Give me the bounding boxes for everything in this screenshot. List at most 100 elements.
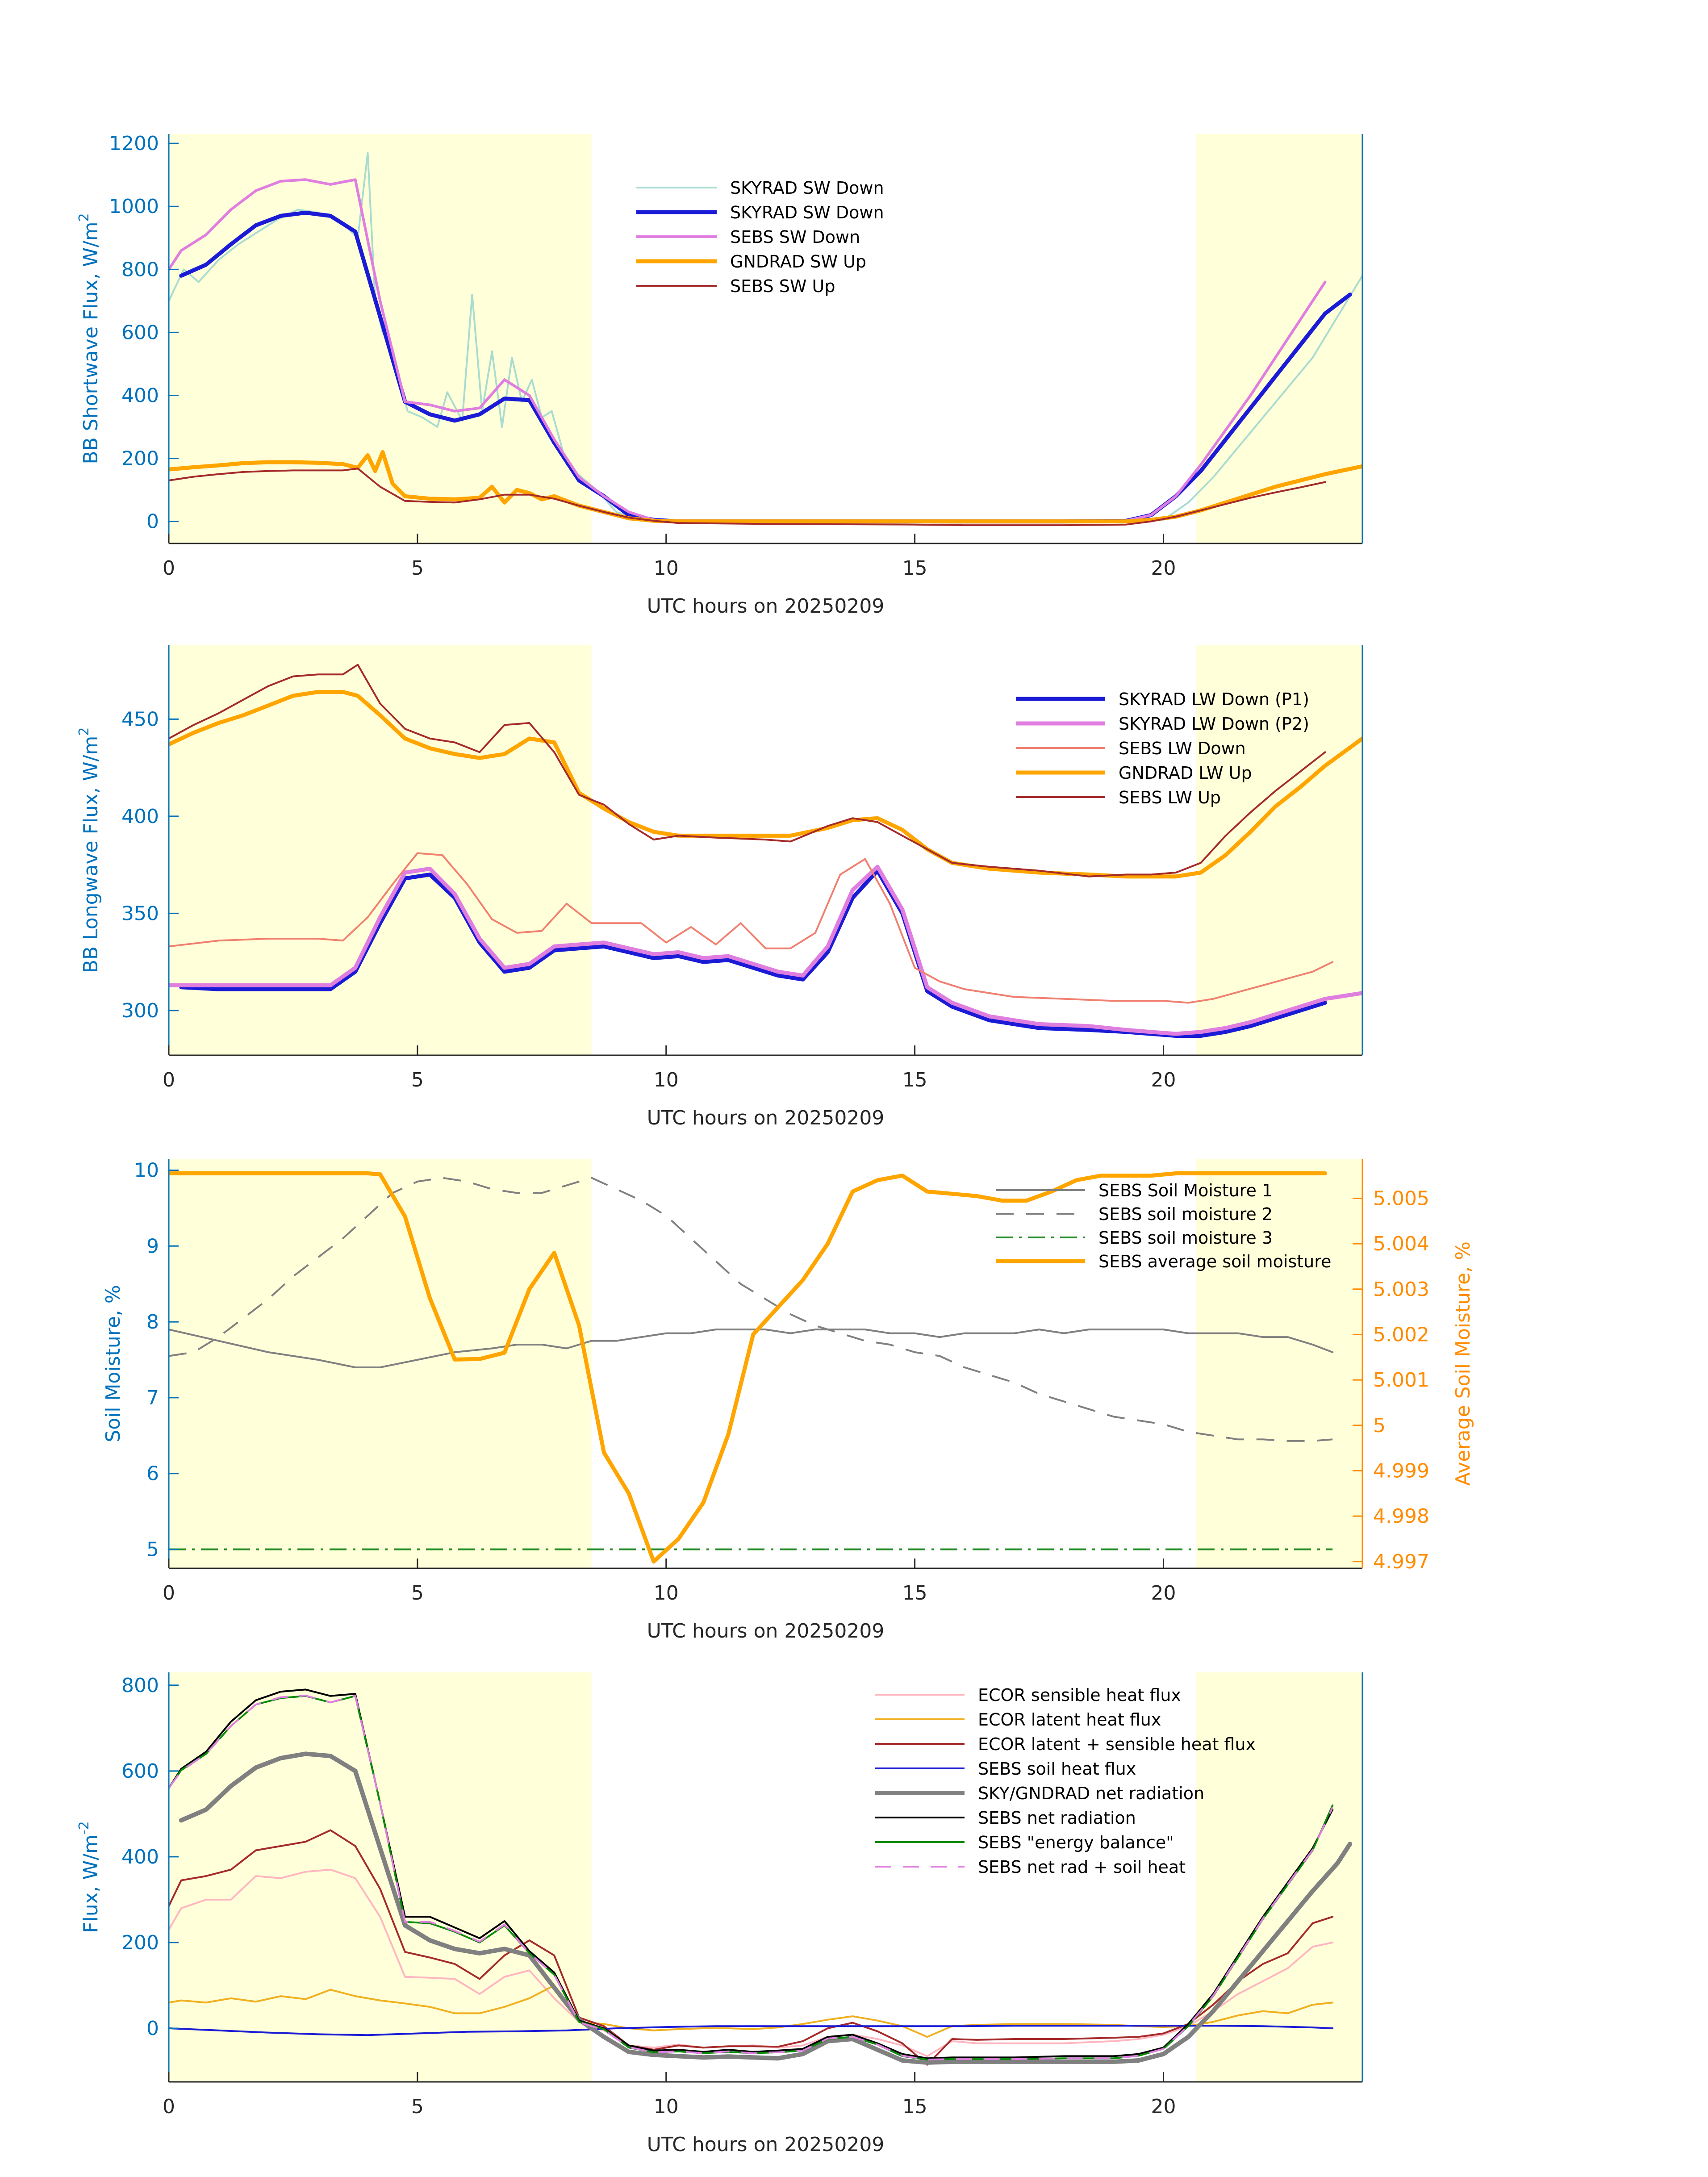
series-group <box>169 664 1362 1038</box>
chart-panel-flux: 0 5 10 15 20 UTC hours on 20250209 0 200 400 600 8… <box>76 1672 1363 2156</box>
series-line-4 <box>169 664 1326 877</box>
y-axis-label-superscript: 2 <box>76 727 92 736</box>
y-axis-label: Soil Moisture, % <box>102 1285 125 1442</box>
y-tick-label: 400 <box>121 384 159 407</box>
x-tick-label: 0 <box>163 1582 175 1605</box>
y-tick-label: 600 <box>121 1760 159 1783</box>
x-tick-label: 20 <box>1151 2095 1176 2118</box>
legend-label-1: SKYRAD SW Down <box>730 203 884 222</box>
legend: SEBS Soil Moisture 1 SEBS soil moisture 2… <box>996 1181 1331 1271</box>
x-tick-label: 5 <box>411 557 424 580</box>
legend-label-2: SEBS soil moisture 3 <box>1098 1228 1273 1248</box>
legend: SKYRAD SW Down SKYRAD SW Down SEBS SW Down… <box>636 178 884 296</box>
y-axis-label-text: Flux, W/m <box>79 1834 102 1933</box>
y-tick-label: 8 <box>146 1311 159 1333</box>
y-tick-label: 400 <box>121 1846 159 1868</box>
x-tick-label: 15 <box>902 557 927 580</box>
y-axis-label: BB Shortwave Flux, W/m2 <box>76 213 102 464</box>
legend-label-2: SEBS LW Down <box>1119 739 1246 758</box>
x-axis-label: UTC hours on 20250209 <box>647 1107 885 1129</box>
legend-label-3: SEBS soil heat flux <box>978 1759 1136 1779</box>
legend-label-0: SEBS Soil Moisture 1 <box>1098 1181 1273 1200</box>
legend-label-1: ECOR latent heat flux <box>978 1710 1161 1730</box>
y2-tick-label: 4.998 <box>1373 1505 1429 1528</box>
legend-label-4: SKY/GNDRAD net radiation <box>978 1784 1204 1803</box>
legend-label-2: ECOR latent + sensible heat flux <box>978 1734 1256 1754</box>
y-tick-label: 200 <box>121 447 159 470</box>
x-axis-label: UTC hours on 20250209 <box>647 1620 885 1642</box>
y2-tick-label: 5.001 <box>1373 1369 1429 1391</box>
series-line-2 <box>169 852 1334 1004</box>
y2-tick-label: 5.003 <box>1373 1278 1429 1301</box>
series-line-4 <box>179 1751 1353 2065</box>
y-axis-label-text: BB Shortwave Flux, W/m <box>79 221 102 464</box>
daylight-span-1 <box>1195 645 1362 1055</box>
legend-label-1: SKYRAD LW Down (P2) <box>1119 714 1309 734</box>
x-tick-label: 15 <box>902 1582 927 1605</box>
legend-label-5: SEBS net radiation <box>978 1808 1136 1828</box>
y2-tick-label: 4.999 <box>1373 1459 1429 1482</box>
legend-label-4: SEBS LW Up <box>1119 788 1221 807</box>
legend: SKYRAD LW Down (P1) SKYRAD LW Down (P2) SE… <box>1016 689 1309 807</box>
series-line-3 <box>169 689 1362 879</box>
daylight-span-0 <box>169 134 592 543</box>
x-tick-label: 10 <box>654 2095 679 2118</box>
y-tick-label: 800 <box>121 258 159 281</box>
x-tick-label: 20 <box>1151 557 1176 580</box>
series-line-3 <box>169 1171 1327 1564</box>
series-line-3 <box>169 2025 1334 2036</box>
daylight-span-1 <box>1195 1159 1362 1568</box>
y2-tick-label: 5.002 <box>1373 1323 1429 1346</box>
y-tick-label: 10 <box>134 1159 159 1182</box>
legend-label-0: ECOR sensible heat flux <box>978 1685 1181 1705</box>
legend-label-1: SEBS soil moisture 2 <box>1098 1204 1273 1224</box>
y-tick-label: 5 <box>146 1538 159 1561</box>
y2-tick-label: 5 <box>1373 1414 1386 1437</box>
series-group <box>169 152 1362 526</box>
chart-panel-lw: 0 5 10 15 20 UTC hours on 20250209 300 350 400 45… <box>76 645 1363 1129</box>
legend-label-3: GNDRAD LW Up <box>1119 763 1252 783</box>
chart-panel-sw: 0 5 10 15 20 UTC hours on 20250209 0 200 400 600 8… <box>76 132 1363 618</box>
series-line-7 <box>169 1694 1334 2061</box>
x-tick-label: 10 <box>654 1582 679 1605</box>
legend-label-3: GNDRAD SW Up <box>730 252 866 272</box>
x-tick-label: 0 <box>163 2095 175 2118</box>
y2-tick-label: 4.997 <box>1373 1550 1429 1573</box>
y-axis-label-superscript: 2 <box>76 213 92 221</box>
series-line-0 <box>169 1329 1334 1368</box>
y-tick-label: 200 <box>121 1931 159 1954</box>
y-axis-label: BB Longwave Flux, W/m2 <box>76 727 102 974</box>
y-axis-label: Flux, W/m-2 <box>76 1821 102 1933</box>
y-tick-label: 0 <box>146 510 159 533</box>
series-line-1 <box>169 865 1362 1036</box>
y2-axis-label: Average Soil Moisture, % <box>1452 1241 1474 1486</box>
x-tick-label: 10 <box>654 1069 679 1091</box>
legend-label-6: SEBS "energy balance" <box>978 1833 1174 1852</box>
y-tick-label: 450 <box>121 708 159 731</box>
y-tick-label: 800 <box>121 1674 159 1697</box>
legend-label-3: SEBS average soil moisture <box>1098 1252 1331 1271</box>
daylight-span-1 <box>1195 134 1362 543</box>
series-line-5 <box>169 1688 1334 2060</box>
y-tick-label: 1000 <box>109 195 159 218</box>
y-axis-label-text: Soil Moisture, % <box>102 1285 125 1442</box>
x-tick-label: 15 <box>902 2095 927 2118</box>
series-group <box>169 1171 1334 1564</box>
x-tick-label: 5 <box>411 1069 424 1091</box>
y-tick-label: 0 <box>146 2017 159 2040</box>
y-tick-label: 1200 <box>109 132 159 155</box>
y-tick-label: 350 <box>121 902 159 925</box>
y-axis-label-text: BB Longwave Flux, W/m <box>79 736 102 974</box>
legend-label-4: SEBS SW Up <box>730 276 835 296</box>
daylight-span-0 <box>169 1159 592 1568</box>
series-line-2 <box>169 1829 1334 2066</box>
y-tick-label: 9 <box>146 1235 159 1258</box>
y-axis-label-superscript: -2 <box>76 1821 92 1834</box>
x-tick-label: 0 <box>163 1069 175 1091</box>
series-line-4 <box>169 468 1326 526</box>
y-tick-label: 6 <box>146 1462 159 1485</box>
x-tick-label: 10 <box>654 557 679 580</box>
legend: ECOR sensible heat flux ECOR latent heat … <box>875 1685 1256 1877</box>
y2-tick-label: 5.004 <box>1373 1233 1429 1255</box>
